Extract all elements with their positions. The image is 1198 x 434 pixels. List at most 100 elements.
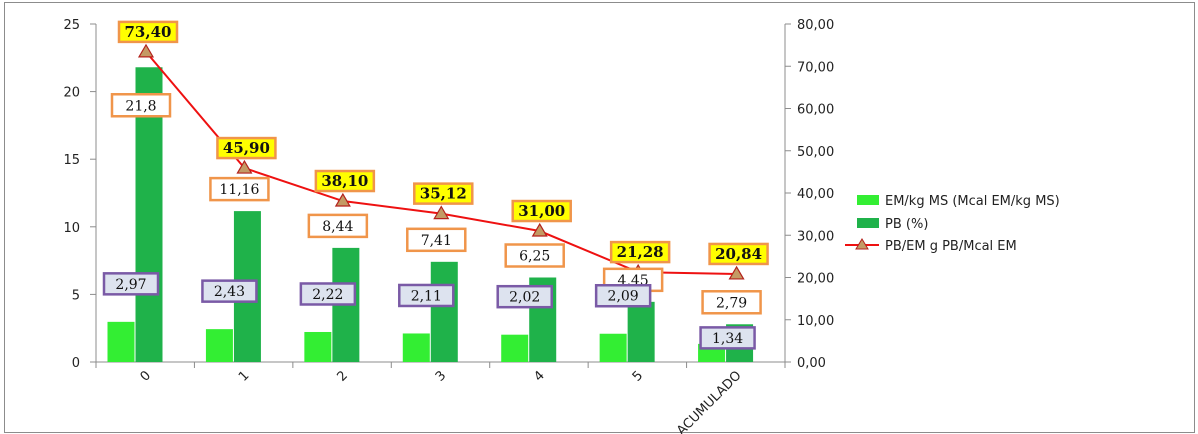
y-right-tick-label: 20,00 xyxy=(797,272,834,287)
label-pb-em-text: 73,40 xyxy=(125,23,172,41)
line-marker xyxy=(433,205,450,220)
label-em-text: 2,22 xyxy=(312,287,343,303)
y-right-tick-label: 10,00 xyxy=(797,314,834,329)
label-em-box xyxy=(496,284,553,309)
label-em: 1,34 xyxy=(699,326,756,350)
y-right-tick-label: 40,00 xyxy=(797,187,834,202)
label-em: 2,11 xyxy=(398,283,455,308)
label-pb-em-text: 35,12 xyxy=(420,185,467,203)
label-pb-box xyxy=(701,290,762,315)
label-pb-em: 73,40 xyxy=(117,20,179,44)
label-pb-box xyxy=(110,93,172,118)
label-pb-text: 21,8 xyxy=(125,98,156,114)
label-em-box xyxy=(299,282,357,306)
label-pb-em: 35,12 xyxy=(413,182,474,205)
y-left-tick-label: 25 xyxy=(63,18,80,33)
legend-label: EM/kg MS (Mcal EM/kg MS) xyxy=(885,194,1060,209)
legend-swatch-marker xyxy=(855,238,869,250)
label-pb-em-box xyxy=(511,199,572,223)
label-em-box xyxy=(102,272,160,296)
y-right-tick-label: 60,00 xyxy=(797,103,834,118)
bar-em xyxy=(107,321,135,362)
legend-item-pb-em: PB/EM g PB/Mcal EM xyxy=(845,238,1017,254)
bar-em xyxy=(501,334,529,362)
label-pb-text: 8,44 xyxy=(322,219,353,235)
label-pb: 2,79 xyxy=(701,290,762,315)
label-pb-text: 7,41 xyxy=(421,233,452,249)
label-em: 2,02 xyxy=(496,284,553,309)
label-pb-box xyxy=(307,213,369,239)
label-em: 2,22 xyxy=(299,282,357,306)
y-right-tick-label: 80,00 xyxy=(797,18,834,33)
line-marker xyxy=(334,192,351,207)
label-pb-box xyxy=(504,243,565,268)
bar-em xyxy=(205,329,233,362)
legend-item-pb: PB (%) xyxy=(857,217,928,232)
label-pb: 6,25 xyxy=(504,243,565,268)
legend-label: PB (%) xyxy=(885,217,928,232)
line-marker xyxy=(236,159,253,174)
label-em-text: 1,34 xyxy=(712,331,743,347)
label-pb-em-text: 31,00 xyxy=(518,202,565,220)
legend-swatch xyxy=(857,195,879,205)
y-right-tick-label: 50,00 xyxy=(797,145,834,160)
label-pb-em: 20,84 xyxy=(708,242,769,266)
legend-label: PB/EM g PB/Mcal EM xyxy=(885,239,1017,254)
bar-pb xyxy=(627,301,655,362)
line-marker xyxy=(728,265,745,280)
label-pb-em: 31,00 xyxy=(511,199,572,223)
label-pb-em-box xyxy=(216,136,277,160)
label-pb-text: 2,79 xyxy=(716,295,747,311)
bar-em xyxy=(402,333,430,362)
legend-item-em: EM/kg MS (Mcal EM/kg MS) xyxy=(857,194,1060,209)
label-em-box xyxy=(398,283,455,308)
label-em-text: 2,97 xyxy=(115,277,146,293)
label-em-box xyxy=(594,283,652,308)
chart-border xyxy=(4,2,1195,433)
y-left-tick-label: 15 xyxy=(63,153,80,168)
label-pb-em: 45,90 xyxy=(216,136,277,160)
label-pb-em: 21,28 xyxy=(609,240,671,264)
label-pb-box xyxy=(406,227,467,253)
line-marker xyxy=(137,43,155,58)
label-pb-em-text: 45,90 xyxy=(223,139,270,157)
label-pb-em-box xyxy=(708,242,769,266)
label-pb-em-text: 21,28 xyxy=(617,243,664,261)
label-pb-text: 6,25 xyxy=(519,249,550,265)
label-em-text: 2,02 xyxy=(509,290,540,306)
y-left-tick-label: 20 xyxy=(63,86,80,101)
y-left-tick-label: 10 xyxy=(63,221,80,236)
label-pb-em-box xyxy=(314,169,376,193)
label-pb-em-text: 38,10 xyxy=(321,172,368,190)
y-right-tick-label: 0,00 xyxy=(797,356,826,371)
label-em-box xyxy=(201,279,258,303)
label-em-text: 2,11 xyxy=(411,288,442,304)
y-left-tick-label: 0 xyxy=(72,356,80,371)
label-em: 2,09 xyxy=(594,283,652,308)
label-pb-em-box xyxy=(117,20,179,44)
label-pb: 7,41 xyxy=(406,227,467,253)
label-em: 2,43 xyxy=(201,279,258,303)
label-pb-em-box xyxy=(413,182,474,205)
label-em: 2,97 xyxy=(102,272,160,296)
y-right-tick-label: 30,00 xyxy=(797,229,834,244)
label-pb: 8,44 xyxy=(307,213,369,239)
label-pb-em-text: 20,84 xyxy=(715,245,762,263)
label-pb-em-box xyxy=(609,240,671,264)
label-pb: 11,16 xyxy=(209,176,270,202)
label-em-text: 2,09 xyxy=(608,289,639,305)
y-left-tick-label: 5 xyxy=(72,288,80,303)
y-right-tick-label: 70,00 xyxy=(797,60,834,75)
label-em-text: 2,43 xyxy=(214,284,245,300)
bar-em xyxy=(599,333,627,362)
bar-em xyxy=(304,331,332,362)
label-pb: 21,8 xyxy=(110,93,172,118)
label-em-box xyxy=(699,326,756,350)
label-pb-text: 11,16 xyxy=(219,182,259,198)
legend-swatch xyxy=(857,218,879,228)
bar-pb xyxy=(430,261,458,362)
label-pb-em: 38,10 xyxy=(314,169,376,193)
line-marker xyxy=(531,222,548,237)
label-pb-box xyxy=(209,176,270,202)
